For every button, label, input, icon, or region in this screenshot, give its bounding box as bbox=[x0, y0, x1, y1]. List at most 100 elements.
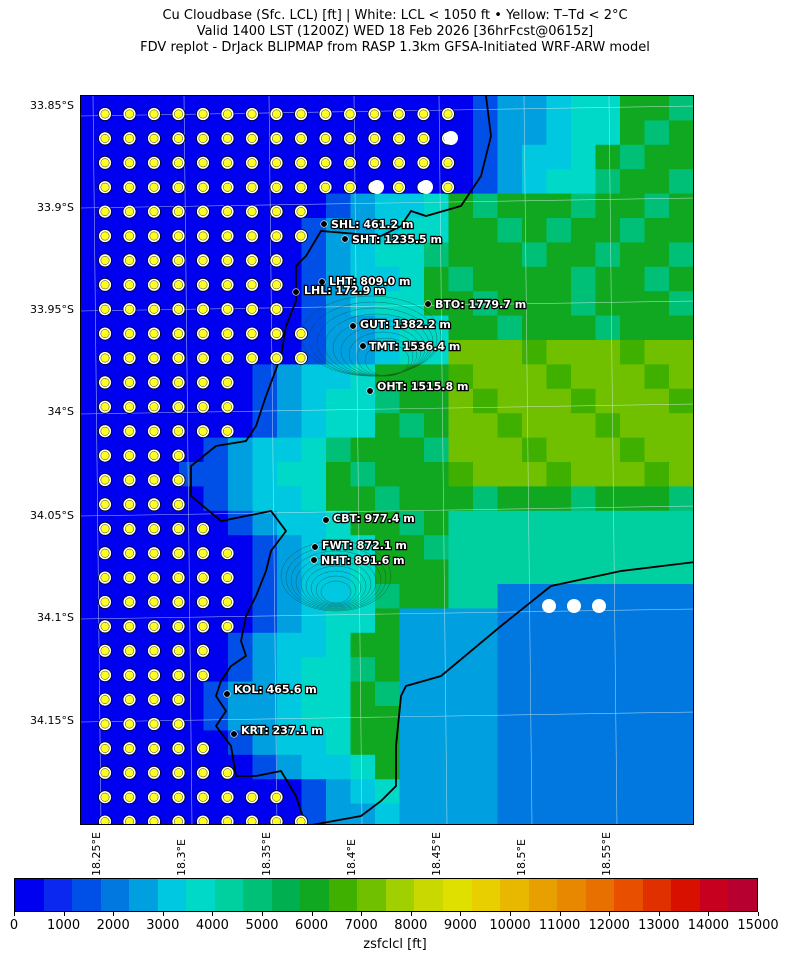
map-title-line-3: FDV replot - DrJack BLIPMAP from RASP 1.… bbox=[140, 40, 650, 55]
yellow-humidity-marker bbox=[125, 792, 134, 802]
station-label: KRT: 237.1 m bbox=[241, 724, 323, 737]
yellow-humidity-marker bbox=[174, 475, 183, 485]
yellow-humidity-marker bbox=[149, 402, 159, 412]
yellow-humidity-marker bbox=[198, 792, 208, 802]
yellow-humidity-marker bbox=[223, 573, 232, 583]
yellow-humidity-marker bbox=[247, 280, 257, 290]
yellow-humidity-marker bbox=[100, 158, 110, 168]
yellow-humidity-marker bbox=[149, 109, 159, 119]
yellow-humidity-marker bbox=[100, 792, 110, 802]
white-lcl-marker bbox=[567, 599, 581, 613]
yellow-humidity-marker bbox=[125, 377, 134, 387]
yellow-humidity-marker bbox=[443, 109, 453, 119]
yellow-humidity-marker bbox=[100, 402, 110, 412]
yellow-humidity-marker bbox=[321, 133, 330, 143]
station-label: SHT: 1235.5 m bbox=[352, 233, 442, 246]
station-dot bbox=[318, 278, 326, 286]
colorbar-swatch bbox=[500, 879, 529, 911]
yellow-humidity-marker bbox=[149, 377, 159, 387]
yellow-humidity-marker bbox=[198, 402, 208, 412]
station-label: GUT: 1382.2 m bbox=[360, 318, 451, 331]
yellow-humidity-marker bbox=[174, 329, 183, 339]
yellow-humidity-marker bbox=[149, 621, 159, 631]
yellow-humidity-marker bbox=[149, 304, 159, 314]
yellow-humidity-marker bbox=[247, 304, 257, 314]
yellow-humidity-marker bbox=[370, 133, 379, 143]
latitude-tick-label: 34°S bbox=[47, 405, 74, 418]
yellow-humidity-marker bbox=[100, 646, 110, 656]
map-panel: SHL: 461.2 m SHT: 1235.5 m LHT: 809.0 m LHL… bbox=[80, 95, 694, 825]
yellow-humidity-marker bbox=[149, 182, 159, 192]
colorbar-tick-label: 9000 bbox=[443, 918, 477, 933]
colorbar-tick-label: 13000 bbox=[638, 918, 680, 933]
yellow-humidity-marker bbox=[345, 109, 355, 119]
yellow-humidity-marker bbox=[223, 353, 232, 363]
colorbar-tick-label: 0 bbox=[9, 918, 19, 933]
yellow-humidity-marker bbox=[198, 133, 208, 143]
colorbar-swatch bbox=[528, 879, 558, 911]
yellow-humidity-marker bbox=[125, 743, 134, 753]
station-dot bbox=[341, 235, 349, 243]
colorbar-swatch bbox=[699, 879, 729, 911]
latitude-tick-label: 33.9°S bbox=[37, 201, 74, 214]
yellow-humidity-marker bbox=[125, 695, 134, 705]
yellow-humidity-marker bbox=[149, 475, 159, 485]
yellow-humidity-marker bbox=[174, 255, 183, 265]
yellow-humidity-marker bbox=[174, 231, 183, 241]
longitude-tick-label: 18.25°E bbox=[90, 832, 103, 876]
yellow-humidity-marker bbox=[370, 109, 379, 119]
yellow-humidity-marker bbox=[198, 524, 208, 534]
yellow-humidity-marker bbox=[419, 133, 428, 143]
yellow-humidity-marker bbox=[174, 548, 183, 558]
yellow-humidity-marker bbox=[149, 353, 159, 363]
yellow-humidity-marker bbox=[100, 280, 110, 290]
yellow-humidity-marker bbox=[100, 719, 110, 729]
yellow-humidity-marker bbox=[223, 402, 232, 412]
colorbar-swatch bbox=[214, 879, 244, 911]
station-label: CBT: 977.4 m bbox=[333, 512, 415, 525]
latitude-tick-label: 33.95°S bbox=[30, 303, 74, 316]
colorbar-swatch bbox=[357, 879, 386, 911]
colorbar-swatch bbox=[614, 879, 643, 911]
yellow-humidity-marker bbox=[125, 329, 134, 339]
yellow-humidity-marker bbox=[149, 280, 159, 290]
yellow-humidity-marker bbox=[272, 792, 281, 802]
yellow-humidity-marker bbox=[149, 499, 159, 509]
colorbar-tick-mark bbox=[14, 912, 15, 916]
colorbar-tick-label: 5000 bbox=[245, 918, 279, 933]
longitude-tick-label: 18.45°E bbox=[430, 832, 443, 876]
yellow-humidity-marker bbox=[223, 426, 232, 436]
map-canvas: SHL: 461.2 m SHT: 1235.5 m LHT: 809.0 mLHL… bbox=[81, 96, 693, 824]
colorbar-swatch bbox=[671, 879, 700, 911]
yellow-humidity-marker bbox=[223, 109, 232, 119]
yellow-humidity-marker bbox=[174, 524, 183, 534]
white-lcl-marker bbox=[444, 131, 458, 145]
latitude-tick-label: 34.15°S bbox=[30, 714, 74, 727]
longitude-tick-label: 18.4°E bbox=[345, 839, 358, 876]
yellow-humidity-marker bbox=[100, 524, 110, 534]
yellow-humidity-marker bbox=[296, 158, 306, 168]
yellow-humidity-marker bbox=[100, 817, 110, 824]
colorbar-tick-mark bbox=[708, 912, 710, 916]
latitude-tick-label: 34.05°S bbox=[30, 509, 74, 522]
station-layer: SHL: 461.2 m SHT: 1235.5 m LHT: 809.0 mLHL… bbox=[223, 217, 527, 738]
yellow-humidity-marker bbox=[149, 695, 159, 705]
yellow-humidity-marker bbox=[174, 646, 183, 656]
yellow-humidity-marker bbox=[100, 377, 110, 387]
colorbar-tick-label: 1000 bbox=[47, 918, 81, 933]
yellow-humidity-marker bbox=[149, 719, 159, 729]
yellow-humidity-marker bbox=[198, 280, 208, 290]
terrain-grid bbox=[81, 96, 693, 824]
yellow-humidity-marker bbox=[247, 231, 257, 241]
yellow-humidity-marker bbox=[149, 817, 159, 824]
yellow-humidity-marker bbox=[223, 207, 232, 217]
yellow-humidity-marker bbox=[174, 133, 183, 143]
yellow-humidity-marker bbox=[149, 426, 159, 436]
yellow-humidity-marker bbox=[125, 304, 134, 314]
yellow-humidity-marker bbox=[272, 207, 281, 217]
yellow-humidity-marker bbox=[174, 182, 183, 192]
colorbar-tick-label: 8000 bbox=[394, 918, 428, 933]
colorbar-tick-mark bbox=[311, 912, 313, 916]
longitude-tick-label: 18.35°E bbox=[260, 832, 273, 876]
yellow-humidity-marker bbox=[272, 158, 281, 168]
